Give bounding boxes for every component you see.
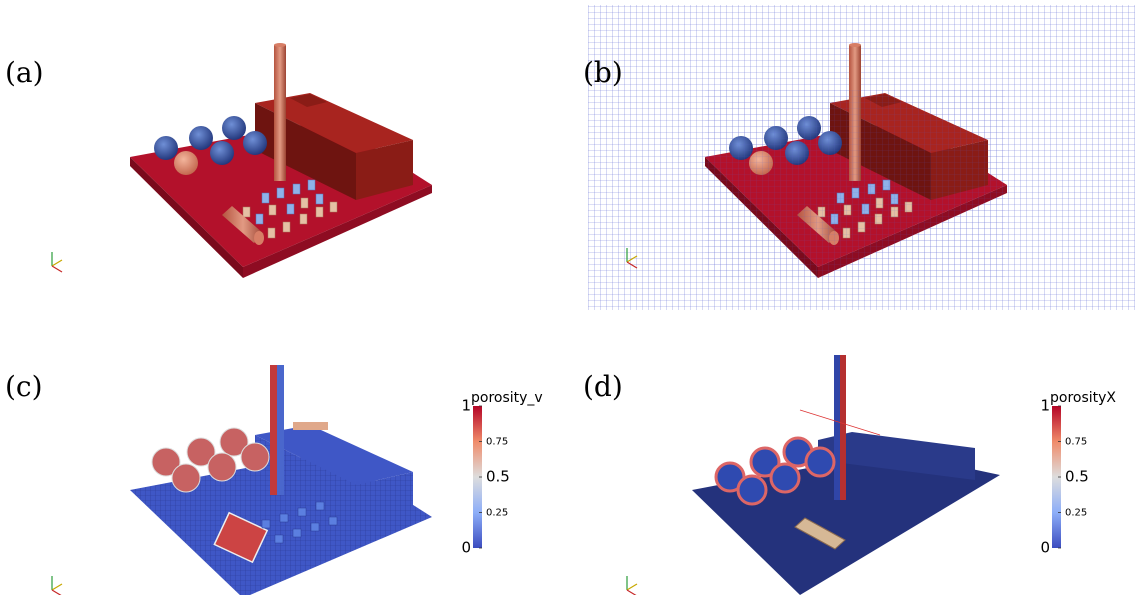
colorbar — [473, 406, 482, 548]
colorbar-title: porosityX — [1050, 390, 1116, 406]
colorbar-tick-label: 0 — [1040, 539, 1050, 557]
colorbar-tick-label: 1 — [1040, 397, 1050, 415]
colorbar-tick-label: 1 — [461, 397, 471, 415]
colorbar-title: porosity_v — [471, 390, 543, 406]
panel-a — [51, 42, 433, 279]
panel-label: (a) — [5, 56, 44, 89]
panel-label: (c) — [5, 370, 43, 403]
colorbar-tick-label: 0.75 — [1065, 437, 1087, 448]
colorbar-tick-label: 0.25 — [1065, 508, 1087, 519]
panel-d — [626, 355, 1000, 595]
panel-b — [588, 5, 1135, 310]
panel-label: (b) — [583, 56, 623, 89]
colorbar-tick-label: 0.5 — [1065, 468, 1089, 486]
colorbar-tick-label: 0.75 — [486, 437, 508, 448]
colorbar — [1052, 406, 1061, 548]
panel-c — [51, 365, 432, 595]
colorbar-tick-label: 0.25 — [486, 508, 508, 519]
panel-label: (d) — [583, 370, 623, 403]
colorbar-tick-label: 0.5 — [486, 468, 510, 486]
colorbar-tick-label: 0 — [461, 539, 471, 557]
